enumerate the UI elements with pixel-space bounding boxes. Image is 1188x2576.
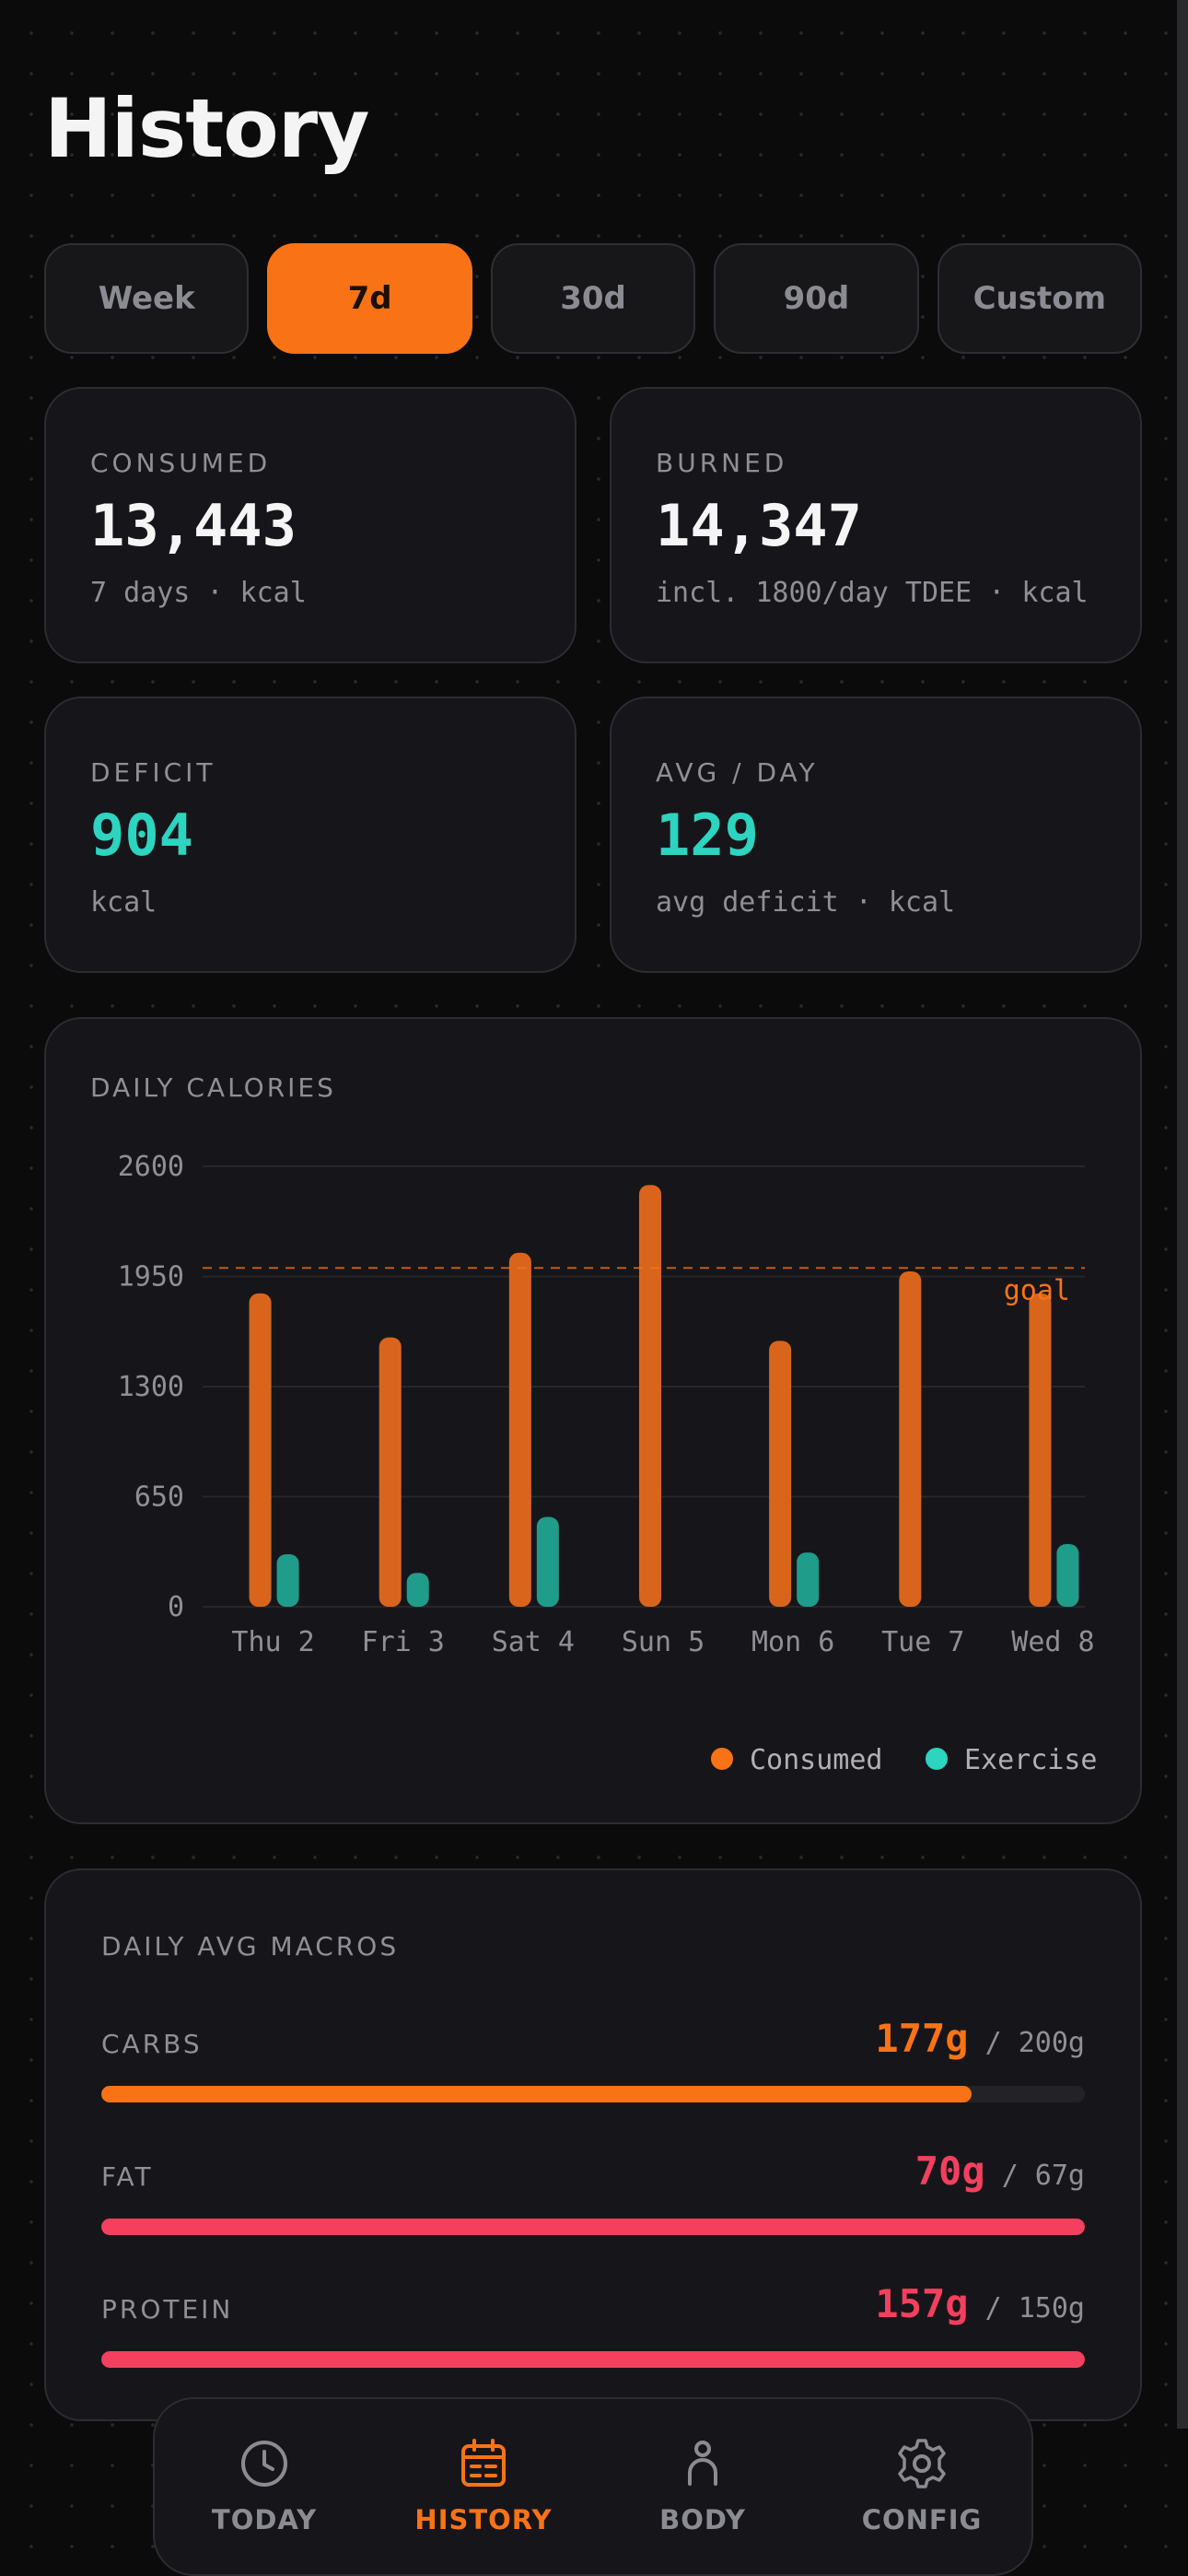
macro-fat-bar [101,2219,1085,2235]
consumed-sub: 7 days · kcal [90,577,307,609]
page-title: History [44,81,369,176]
burned-card: BURNED 14,347 incl. 1800/day TDEE · kcal [610,387,1142,663]
chart-bars [249,1185,1079,1607]
nav-body-label: BODY [659,2504,746,2535]
deficit-card: DEFICIT 904 kcal [44,697,577,973]
avg-per-day-card: AVG / DAY 129 avg deficit · kcal [610,697,1142,973]
y-tick-label: 1950 [118,1261,184,1294]
x-tick-label: Mon 6 [751,1626,834,1658]
x-tick-label: Tue 7 [881,1626,964,1658]
consumed-card: CONSUMED 13,443 7 days · kcal [44,387,577,663]
nav-today-label: TODAY [211,2504,318,2535]
burned-value: 14,347 [656,492,862,559]
macro-protein-value: 157g [875,2281,969,2326]
x-tick-label: Sun 5 [622,1626,705,1658]
consumed-bar [639,1185,661,1607]
nav-today[interactable]: TODAY [155,2399,374,2574]
deficit-value: 904 [90,802,193,869]
nav-config-label: CONFIG [861,2504,983,2535]
macro-fat-fill [101,2219,1085,2235]
macro-fat-amount: 70g / 67g [915,2149,1085,2194]
consumed-bar [1029,1293,1052,1607]
daily-calories-chart: 0 650 1300 1950 2600 Thu 2 Fri 3 Sat 4 Sun 5 Mon… [118,1151,1098,1776]
y-tick-label: 1300 [118,1371,184,1403]
daily-calories-label: DAILY CALORIES [90,1072,336,1103]
legend-consumed-label: Consumed [750,1744,883,1776]
macro-fat-target: / 67g [1001,2160,1085,2192]
x-tick-label: Wed 8 [1011,1626,1094,1658]
macro-carbs-amount: 177g / 200g [875,2016,1085,2061]
calendar-icon [461,2439,506,2487]
macro-protein-name: PROTEIN [101,2294,234,2324]
avg-label: AVG / DAY [656,757,819,788]
macro-protein-bar [101,2351,1085,2368]
macro-carbs-fill [101,2086,973,2102]
legend-exercise-dot [926,1748,948,1770]
y-tick-label: 650 [134,1481,184,1514]
macro-carbs-name: CARBS [101,2029,203,2059]
legend-consumed-dot [711,1748,733,1770]
consumed-bar [899,1270,922,1607]
legend-exercise-label: Exercise [964,1744,1098,1776]
consumed-bar [249,1293,272,1607]
consumed-bar [769,1341,792,1607]
chart-goal: goal [203,1267,1085,1306]
scrollbar-track[interactable] [1177,0,1188,2429]
x-tick-label: Fri 3 [362,1626,445,1658]
macro-carbs-value: 177g [875,2016,969,2061]
consumed-bar [508,1252,531,1607]
exercise-bar [406,1573,429,1607]
macro-protein-target: / 150g [984,2292,1085,2324]
range-tab-7d[interactable]: 7d [267,243,472,354]
exercise-bar [797,1552,820,1607]
nav-history[interactable]: HISTORY [374,2399,593,2574]
chart-legend: Consumed Exercise [711,1744,1098,1776]
y-tick-label: 0 [168,1591,184,1623]
range-tab-custom[interactable]: Custom [937,243,1143,354]
bottom-nav: TODAY HISTORY BODY CONFIG [153,2397,1033,2576]
range-tab-week[interactable]: Week [44,243,250,354]
macros-label: DAILY AVG MACROS [101,1931,400,1961]
range-tab-90d[interactable]: 90d [714,243,919,354]
y-tick-label: 2600 [118,1151,184,1183]
x-tick-label: Thu 2 [231,1626,314,1658]
exercise-bar [276,1554,299,1607]
macros-card: DAILY AVG MACROS CARBS 177g / 200g FAT 7… [44,1868,1142,2421]
exercise-bar [536,1516,559,1607]
nav-config[interactable]: CONFIG [812,2399,1031,2574]
deficit-label: DEFICIT [90,757,216,788]
nav-history-label: HISTORY [414,2504,553,2535]
daily-calories-card: DAILY CALORIES 0 650 1300 1950 2600 Thu 2 Fri… [44,1017,1142,1824]
macro-carbs-target: / 200g [984,2027,1085,2059]
gear-icon [898,2439,946,2488]
avg-sub: avg deficit · kcal [656,886,956,919]
macro-protein-fill [101,2351,1085,2368]
consumed-bar [379,1337,402,1607]
x-tick-label: Sat 4 [492,1626,575,1658]
nav-body[interactable]: BODY [593,2399,812,2574]
burned-label: BURNED [656,448,788,478]
clock-icon [241,2441,287,2487]
person-icon [688,2441,717,2486]
deficit-sub: kcal [90,886,157,919]
range-tab-30d[interactable]: 30d [490,243,696,354]
macro-fat-name: FAT [101,2161,154,2192]
chart-y-axis: 0 650 1300 1950 2600 [118,1151,184,1623]
macro-carbs-bar [101,2086,1085,2102]
macro-protein-amount: 157g / 150g [875,2281,1085,2326]
goal-label: goal [1004,1274,1070,1306]
chart-x-axis: Thu 2 Fri 3 Sat 4 Sun 5 Mon 6 Tue 7 Wed 8 [231,1626,1094,1658]
range-selector: Week 7d 30d 90d Custom [44,243,1143,354]
consumed-label: CONSUMED [90,448,272,478]
avg-value: 129 [656,802,759,869]
consumed-value: 13,443 [90,492,297,559]
exercise-bar [1056,1543,1079,1607]
macro-fat-value: 70g [914,2149,985,2194]
burned-sub: incl. 1800/day TDEE · kcal [656,577,1089,609]
